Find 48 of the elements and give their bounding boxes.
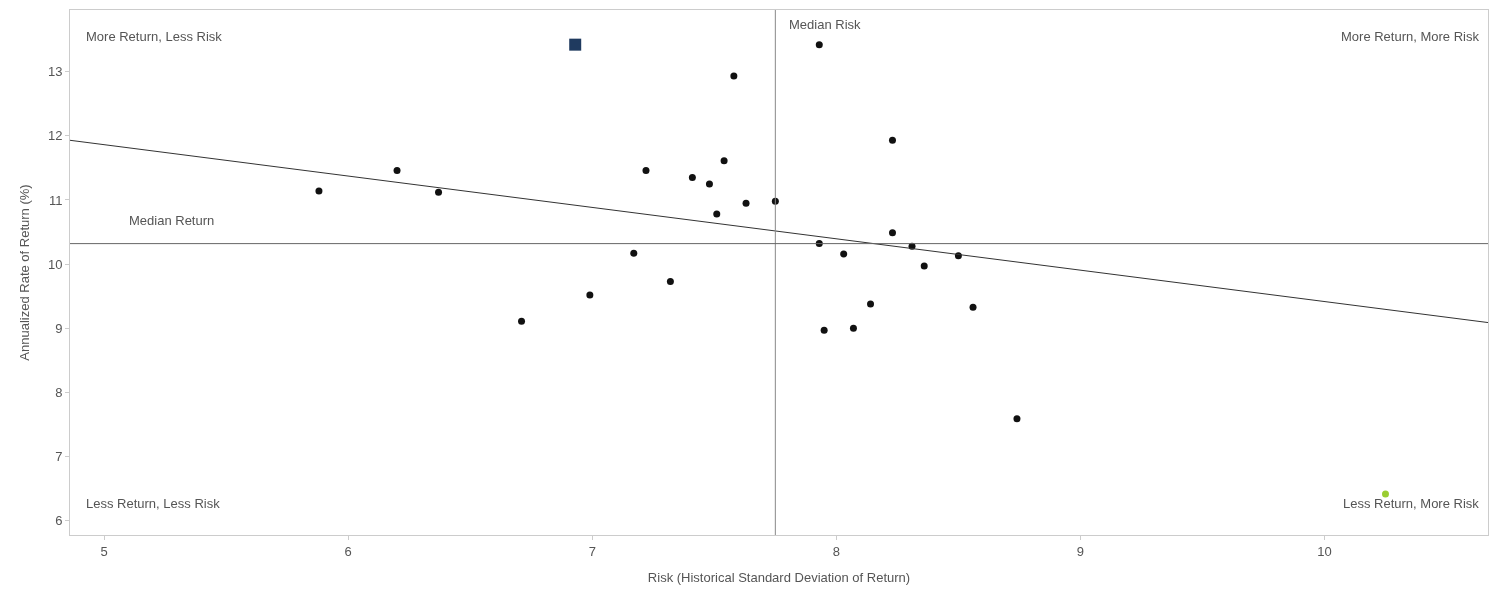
y-tick-label: 11 [48, 192, 63, 208]
x-tick-label: 6 [344, 543, 352, 559]
y-tick-label: 9 [55, 320, 63, 336]
point [435, 188, 443, 196]
point [742, 199, 750, 207]
x-axis-title: Risk (Historical Standard Deviation of Return) [647, 570, 911, 586]
annotation: Less Return, Less Risk [86, 496, 221, 511]
point [730, 72, 738, 80]
point [315, 187, 323, 195]
annotation: Less Return, More Risk [1343, 496, 1480, 511]
point [713, 210, 721, 218]
x-tick-label: 5 [100, 543, 108, 559]
point [393, 166, 401, 174]
x-tick-label: 8 [832, 543, 840, 559]
point [849, 324, 857, 332]
point [888, 136, 896, 144]
y-tick-label: 10 [47, 256, 63, 272]
point [666, 277, 674, 285]
point [642, 166, 650, 174]
point [888, 229, 896, 237]
point [840, 250, 848, 258]
y-tick-label: 13 [47, 64, 63, 80]
point [586, 291, 594, 299]
point [518, 317, 526, 325]
x-tick-label: 9 [1076, 543, 1085, 559]
point [815, 41, 823, 49]
annotation: More Return, Less Risk [86, 29, 223, 44]
ref-line-label: Median Return [129, 213, 215, 228]
point [920, 262, 928, 270]
y-tick-label: 7 [55, 449, 63, 465]
point [705, 180, 713, 188]
y-tick-label: 6 [55, 513, 63, 529]
point [630, 249, 638, 257]
point [1381, 490, 1389, 498]
y-axis-title: Annualized Rate of Return (%) [16, 184, 32, 361]
y-tick-label: 12 [47, 128, 63, 144]
point [969, 303, 977, 311]
annotation: More Return, More Risk [1341, 29, 1480, 44]
point [569, 38, 582, 51]
y-tick-label: 8 [55, 385, 63, 401]
x-tick-label: 7 [588, 543, 596, 559]
point [867, 300, 875, 308]
point [1013, 415, 1021, 423]
x-tick-label: 10 [1317, 543, 1332, 559]
point [820, 326, 828, 334]
point [720, 157, 728, 165]
ref-line-label: Median Risk [789, 17, 862, 32]
point [688, 174, 696, 182]
